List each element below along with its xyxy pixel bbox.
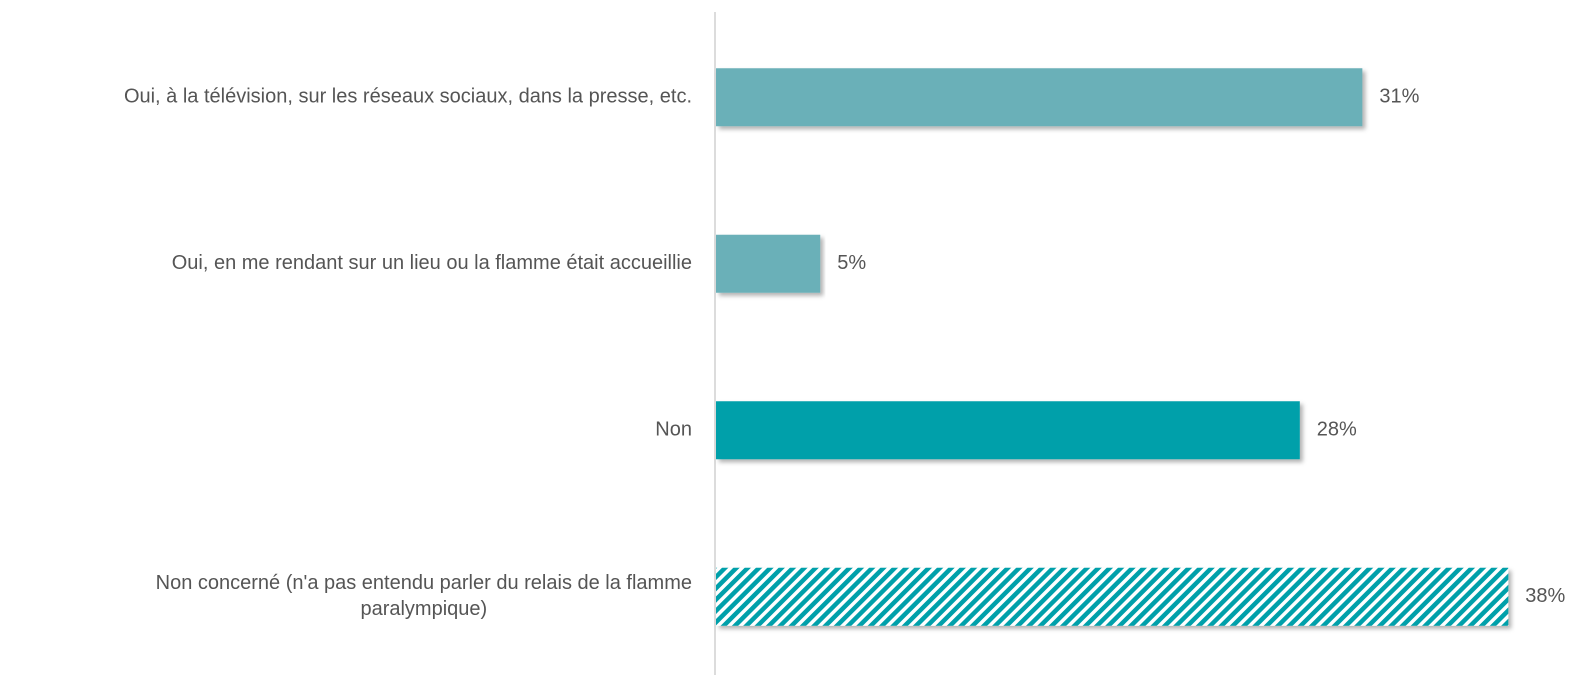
category-label: Non [655, 419, 692, 441]
value-label: 31% [1379, 86, 1419, 108]
category-label: Non concerné (n'a pas entendu parler du … [156, 572, 692, 620]
bar [716, 234, 821, 293]
bar [716, 567, 1509, 626]
bar [716, 68, 1363, 127]
bar [716, 401, 1300, 460]
value-label: 28% [1317, 419, 1357, 441]
value-label: 5% [837, 252, 866, 274]
category-label: Oui, à la télévision, sur les réseaux so… [124, 86, 692, 108]
value-label: 38% [1525, 585, 1565, 607]
category-label: Oui, en me rendant sur un lieu ou la fla… [172, 252, 692, 274]
